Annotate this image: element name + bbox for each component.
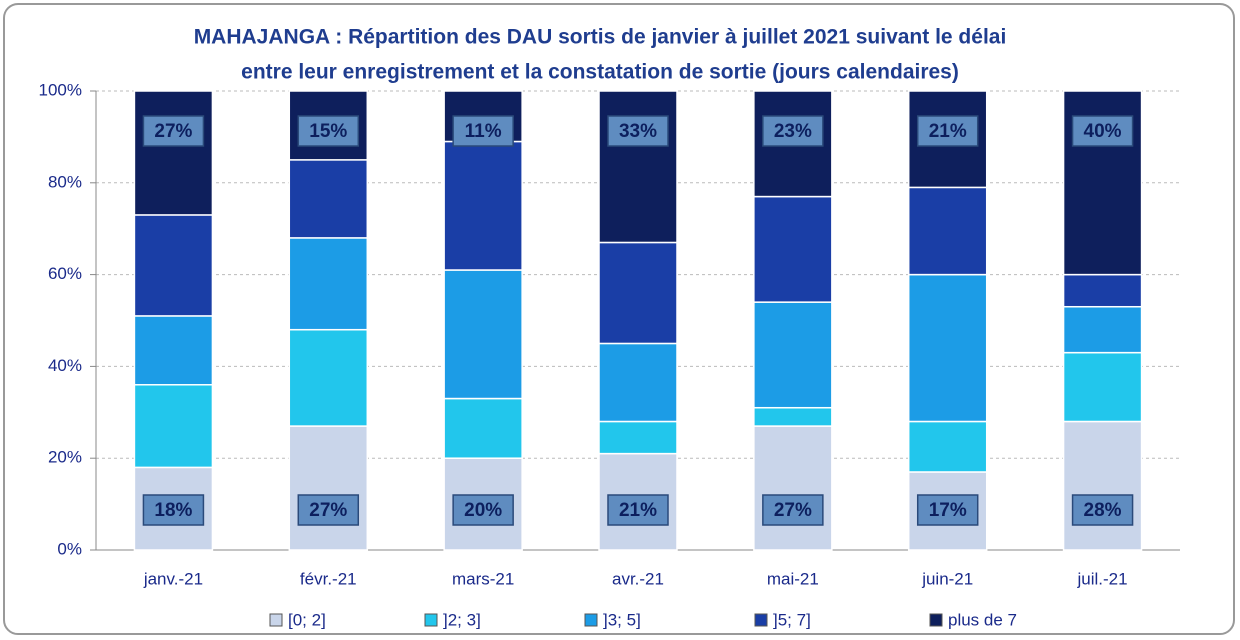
bar-segment [1062,420,1143,551]
y-tick-label: 20% [48,448,82,467]
x-tick-label: mai-21 [767,569,819,588]
data-label-box [452,115,514,147]
bar-segment [598,241,678,345]
data-label: 28% [1084,500,1122,521]
data-label-box [142,494,205,526]
data-label-box [1071,494,1134,526]
bar-segment [288,328,369,427]
bar-segment [1062,351,1143,423]
bar-segment [443,140,523,271]
data-label: 17% [929,500,967,521]
legend-swatch [424,613,438,627]
data-label: 23% [774,121,812,142]
bar-segment [443,397,523,459]
bar-segment [133,90,214,216]
data-label: 18% [154,500,192,521]
legend-label: ]2; 3] [443,610,481,629]
x-tick-label: janv.-21 [143,569,203,588]
bar-segment [753,425,833,551]
bar-segment [753,406,833,427]
bar-segment [753,195,833,303]
data-label-box [916,115,979,147]
data-label-box [142,115,205,147]
y-tick-label: 100% [39,80,82,99]
bar-segment [288,237,369,331]
data-label-box [607,494,669,526]
legend-swatch [754,613,768,627]
data-label-box [607,115,669,147]
x-tick-label: juil.-21 [1077,569,1128,588]
bar-segment [907,186,988,276]
legend-label: [0; 2] [288,610,326,629]
data-label-box [762,115,824,147]
chart-title: MAHAJANGA : Répartition des DAU sortis d… [194,26,1007,49]
data-label: 21% [619,500,657,521]
legend-label: ]3; 5] [603,610,641,629]
data-label-box [916,494,979,526]
data-label: 27% [154,121,192,142]
data-label: 20% [464,500,502,521]
data-label-box [452,494,514,526]
data-label: 27% [774,500,812,521]
x-tick-label: mars-21 [452,569,514,588]
legend-swatch [269,613,283,627]
legend-swatch [929,613,943,627]
bar-segment [598,342,678,423]
data-label-box [297,494,360,526]
bar-segment [288,159,369,239]
data-label-box [1071,115,1134,147]
y-tick-label: 40% [48,356,82,375]
data-label: 40% [1084,121,1122,142]
data-label: 15% [309,121,347,142]
bar-segment [907,273,988,423]
data-label: 33% [619,121,657,142]
chart-title: entre leur enregistrement et la constata… [241,61,959,84]
data-label: 11% [465,121,502,142]
x-tick-label: févr.-21 [300,569,357,588]
legend-swatch [584,613,598,627]
bar-segment [753,301,833,409]
bar-segment [443,269,523,400]
data-label-box [297,115,360,147]
bar-segment [598,420,678,455]
x-tick-label: juin-21 [921,569,973,588]
y-tick-label: 0% [57,539,82,558]
bar-segment [598,90,678,244]
data-label: 27% [309,500,347,521]
legend-label: plus de 7 [948,610,1017,629]
y-tick-label: 80% [48,172,82,191]
data-label-box [762,494,824,526]
x-tick-label: avr.-21 [612,569,664,588]
bar-segment [288,425,369,551]
bar-segment [1062,305,1143,354]
legend-label: ]5; 7] [773,610,811,629]
bar-segment [133,384,214,469]
bar-segment [1062,273,1143,308]
y-tick-label: 60% [48,264,82,283]
bar-segment [907,420,988,473]
bar-segment [133,315,214,386]
data-label: 21% [929,121,967,142]
bar-segment [133,214,214,317]
